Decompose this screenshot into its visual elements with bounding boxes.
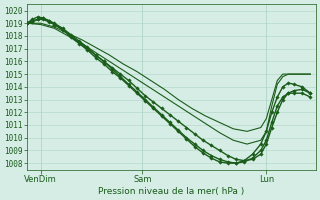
X-axis label: Pression niveau de la mer( hPa ): Pression niveau de la mer( hPa ) bbox=[98, 187, 244, 196]
